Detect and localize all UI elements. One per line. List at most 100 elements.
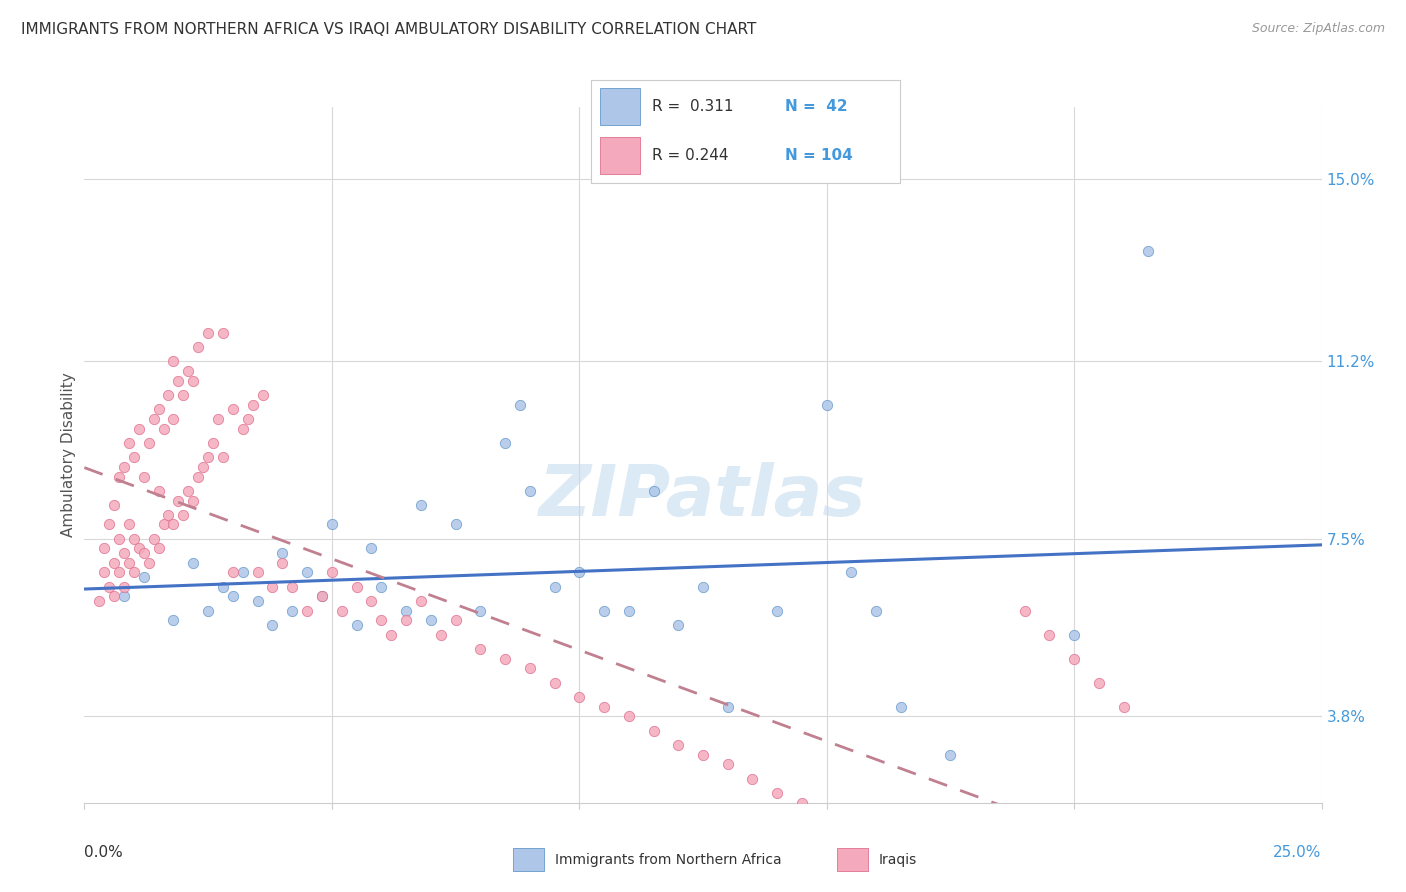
Point bbox=[152, 517, 174, 532]
Point bbox=[790, 796, 813, 810]
Point bbox=[222, 590, 245, 604]
Point bbox=[93, 566, 115, 580]
Point bbox=[212, 580, 235, 594]
Point bbox=[295, 604, 318, 618]
Point bbox=[914, 854, 936, 868]
Point bbox=[262, 618, 284, 632]
Point bbox=[112, 459, 135, 474]
Point bbox=[643, 483, 665, 498]
Point bbox=[1088, 676, 1111, 690]
Text: N = 104: N = 104 bbox=[786, 148, 853, 162]
Point bbox=[939, 747, 962, 762]
Point bbox=[1063, 628, 1085, 642]
Text: Immigrants from Northern Africa: Immigrants from Northern Africa bbox=[555, 853, 782, 867]
Point bbox=[132, 546, 155, 560]
Point bbox=[181, 493, 204, 508]
Point bbox=[197, 450, 219, 465]
Point bbox=[222, 402, 245, 417]
Point bbox=[108, 469, 131, 483]
Point bbox=[138, 436, 160, 450]
Point bbox=[568, 566, 591, 580]
Point bbox=[222, 566, 245, 580]
Point bbox=[138, 556, 160, 570]
Point bbox=[177, 364, 200, 378]
Point bbox=[360, 541, 382, 556]
Point bbox=[157, 388, 180, 402]
Point bbox=[593, 699, 616, 714]
Point bbox=[197, 326, 219, 340]
Point bbox=[741, 772, 763, 786]
Point bbox=[181, 374, 204, 388]
Point bbox=[212, 450, 235, 465]
Point bbox=[142, 412, 165, 426]
Point bbox=[444, 614, 467, 628]
Point bbox=[494, 652, 516, 666]
Point bbox=[232, 566, 254, 580]
Point bbox=[409, 498, 432, 512]
Point bbox=[593, 604, 616, 618]
Point bbox=[965, 872, 987, 887]
Point bbox=[148, 483, 170, 498]
Point bbox=[395, 614, 418, 628]
Point bbox=[890, 844, 912, 858]
Point bbox=[112, 580, 135, 594]
Text: R =  0.311: R = 0.311 bbox=[652, 99, 734, 114]
Point bbox=[1038, 628, 1060, 642]
Point bbox=[132, 469, 155, 483]
Point bbox=[321, 517, 343, 532]
Point bbox=[108, 532, 131, 546]
Y-axis label: Ambulatory Disability: Ambulatory Disability bbox=[60, 373, 76, 537]
Bar bbox=[600, 136, 640, 174]
Point bbox=[262, 580, 284, 594]
Point bbox=[103, 590, 125, 604]
Point bbox=[281, 580, 304, 594]
Text: R = 0.244: R = 0.244 bbox=[652, 148, 728, 162]
Point bbox=[103, 556, 125, 570]
Point bbox=[122, 450, 145, 465]
Point bbox=[128, 421, 150, 435]
Point bbox=[252, 388, 274, 402]
Point bbox=[617, 604, 640, 618]
Point bbox=[692, 580, 714, 594]
Point bbox=[766, 786, 789, 800]
Point bbox=[167, 374, 190, 388]
Point bbox=[162, 517, 184, 532]
Text: IMMIGRANTS FROM NORTHERN AFRICA VS IRAQI AMBULATORY DISABILITY CORRELATION CHART: IMMIGRANTS FROM NORTHERN AFRICA VS IRAQI… bbox=[21, 22, 756, 37]
Point bbox=[1137, 244, 1160, 258]
Point bbox=[197, 604, 219, 618]
Point bbox=[93, 541, 115, 556]
Point bbox=[157, 508, 180, 522]
Text: 25.0%: 25.0% bbox=[1274, 845, 1322, 860]
Text: Iraqis: Iraqis bbox=[879, 853, 917, 867]
Point bbox=[409, 594, 432, 608]
Point bbox=[98, 517, 121, 532]
Point bbox=[167, 493, 190, 508]
Point bbox=[543, 580, 565, 594]
Point bbox=[543, 676, 565, 690]
Point bbox=[815, 805, 838, 820]
Point bbox=[122, 566, 145, 580]
Point bbox=[112, 590, 135, 604]
Point bbox=[295, 566, 318, 580]
Point bbox=[98, 580, 121, 594]
Bar bbox=[600, 88, 640, 126]
Point bbox=[311, 590, 333, 604]
Point bbox=[271, 556, 294, 570]
Point bbox=[271, 546, 294, 560]
Point bbox=[122, 532, 145, 546]
Point bbox=[370, 614, 392, 628]
Point bbox=[152, 421, 174, 435]
Point bbox=[666, 738, 689, 752]
Point bbox=[815, 398, 838, 412]
Point bbox=[470, 604, 492, 618]
Point bbox=[346, 580, 368, 594]
Point bbox=[939, 863, 962, 877]
Point bbox=[142, 532, 165, 546]
Point bbox=[494, 436, 516, 450]
Point bbox=[281, 604, 304, 618]
Point bbox=[118, 517, 141, 532]
Point bbox=[666, 618, 689, 632]
Point bbox=[236, 412, 259, 426]
Point bbox=[717, 757, 740, 772]
Point bbox=[766, 604, 789, 618]
